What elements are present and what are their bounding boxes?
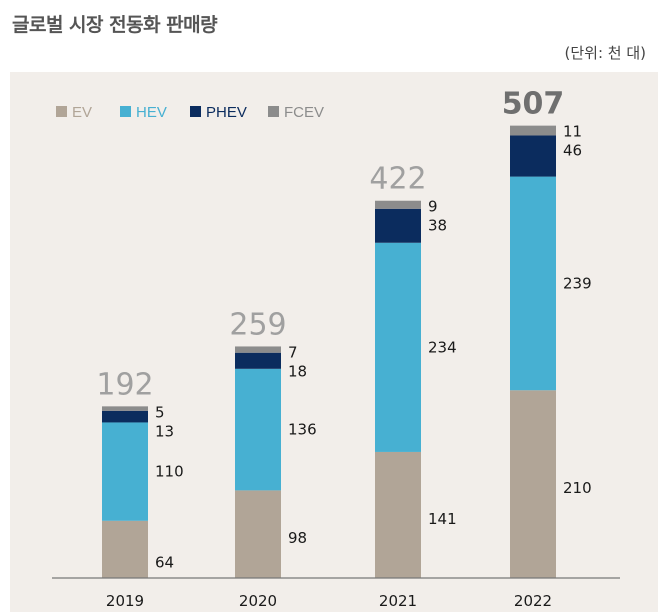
bar-fcev-2021 — [375, 200, 421, 209]
value-label-ev-2019: 64 — [155, 553, 174, 571]
bar-fcev-2019 — [102, 406, 148, 411]
legend-label-hev: HEV — [136, 104, 167, 121]
bar-hev-2020 — [235, 368, 281, 491]
bar-ev-2019 — [102, 520, 148, 578]
bar-fcev-2022 — [510, 125, 556, 136]
legend-swatch-phev — [190, 106, 201, 117]
bar-hev-2022 — [510, 176, 556, 391]
bar-ev-2022 — [510, 390, 556, 578]
bar-phev-2019 — [102, 410, 148, 423]
bar-hev-2019 — [102, 422, 148, 521]
value-label-ev-2022: 210 — [563, 479, 592, 497]
total-label-2019: 192 — [96, 367, 153, 402]
value-label-phev-2021: 38 — [428, 217, 447, 235]
page-title: 글로벌 시장 전동화 판매량 — [12, 14, 218, 36]
legend-label-fcev: FCEV — [284, 104, 324, 121]
legend-swatch-fcev — [268, 106, 279, 117]
value-label-hev-2019: 110 — [155, 463, 184, 481]
value-label-fcev-2022: 11 — [563, 123, 582, 141]
chart-panel: EV HEV PHEV FCEV 64 110 5 13 192 2019 98 136 7 18 259… — [10, 72, 658, 612]
value-label-ev-2020: 98 — [288, 529, 307, 547]
value-label-fcev-2021: 9 — [428, 198, 438, 216]
bar-group — [102, 125, 556, 578]
value-label-ev-2021: 141 — [428, 510, 457, 528]
legend-label-phev: PHEV — [206, 104, 247, 121]
value-label-phev-2019: 13 — [155, 422, 174, 440]
bar-phev-2020 — [235, 352, 281, 369]
x-tick-label-2021: 2021 — [379, 592, 417, 610]
value-label-phev-2022: 46 — [563, 142, 582, 160]
total-label-2021: 422 — [369, 162, 426, 197]
total-label-2022: 507 — [502, 87, 565, 122]
value-label-hev-2020: 136 — [288, 421, 317, 439]
legend-label-ev: EV — [72, 104, 92, 121]
bar-hev-2021 — [375, 242, 421, 452]
value-label-fcev-2020: 7 — [288, 343, 298, 361]
bar-phev-2022 — [510, 135, 556, 177]
value-label-phev-2020: 18 — [288, 362, 307, 380]
label-group: 64 110 513 192 2019 98 136 718 259 2020 141 234 938 4… — [96, 87, 591, 610]
value-label-hev-2022: 239 — [563, 274, 592, 292]
bar-phev-2021 — [375, 208, 421, 243]
value-label-hev-2021: 234 — [428, 338, 457, 356]
x-tick-label-2020: 2020 — [239, 592, 277, 610]
chart-legend: EV HEV PHEV FCEV — [56, 104, 324, 121]
legend-swatch-ev — [56, 106, 67, 117]
value-label-fcev-2019: 5 — [155, 403, 165, 421]
unit-label: (단위: 천 대) — [564, 44, 647, 62]
x-tick-label-2019: 2019 — [106, 592, 144, 610]
total-label-2020: 259 — [229, 307, 286, 342]
bar-fcev-2020 — [235, 346, 281, 353]
stacked-bar-chart: EV HEV PHEV FCEV 64 110 513 192 2019 98 136 718 259… — [52, 87, 620, 610]
bar-ev-2021 — [375, 451, 421, 578]
bar-ev-2020 — [235, 490, 281, 578]
legend-swatch-hev — [120, 106, 131, 117]
x-tick-label-2022: 2022 — [514, 592, 552, 610]
